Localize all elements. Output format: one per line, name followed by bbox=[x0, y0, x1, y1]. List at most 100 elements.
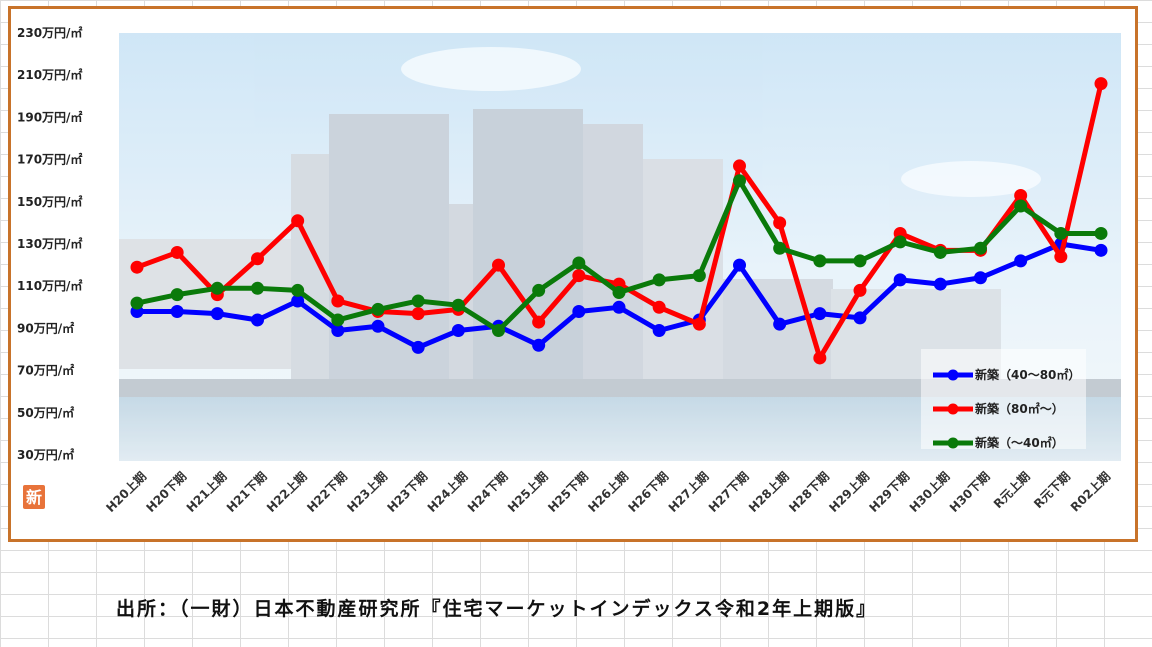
data-point bbox=[291, 283, 305, 297]
data-point bbox=[652, 300, 666, 314]
x-tick-label: H24下期 bbox=[464, 469, 510, 515]
data-point bbox=[733, 174, 746, 188]
series-layer bbox=[130, 77, 1108, 365]
legend-marker bbox=[947, 403, 959, 415]
data-point bbox=[572, 305, 586, 319]
data-point bbox=[331, 324, 345, 338]
data-point bbox=[733, 159, 746, 173]
x-tick-label: H20下期 bbox=[143, 469, 189, 515]
data-point bbox=[371, 319, 385, 333]
legend-marker bbox=[947, 369, 959, 381]
data-point bbox=[170, 245, 184, 259]
x-tick-label: H27上期 bbox=[665, 469, 711, 515]
x-tick-label: H27下期 bbox=[705, 469, 751, 515]
x-tick-label: H23上期 bbox=[344, 469, 390, 515]
data-point bbox=[130, 296, 144, 310]
data-point bbox=[853, 254, 867, 268]
data-point bbox=[291, 214, 305, 228]
data-point bbox=[853, 311, 867, 325]
y-tick-label: 110万円/㎡ bbox=[17, 278, 82, 293]
data-point bbox=[572, 269, 586, 283]
legend-label: 新築（40～80㎡） bbox=[975, 367, 1080, 382]
data-point bbox=[773, 317, 787, 331]
data-point bbox=[652, 273, 666, 287]
x-tick-label: H30上期 bbox=[906, 469, 952, 515]
data-point bbox=[451, 324, 465, 338]
data-point bbox=[853, 283, 867, 297]
x-tick-label: H26上期 bbox=[585, 469, 631, 515]
data-point bbox=[331, 294, 345, 308]
x-tick-label: H29下期 bbox=[866, 469, 912, 515]
data-point bbox=[1094, 77, 1108, 91]
data-point bbox=[532, 283, 546, 297]
x-tick-label: H29上期 bbox=[826, 469, 872, 515]
x-tick-label: R02上期 bbox=[1067, 469, 1113, 515]
data-point bbox=[492, 258, 505, 272]
data-point bbox=[251, 281, 264, 295]
data-point bbox=[612, 286, 626, 300]
y-axis-ticks: 30万円/㎡ 50万円/㎡ 70万円/㎡ 90万円/㎡ 110万円/㎡ 130万円/㎡ 15… bbox=[17, 25, 82, 462]
y-tick-label: 130万円/㎡ bbox=[17, 236, 82, 251]
data-point bbox=[210, 307, 224, 321]
y-tick-label: 90万円/㎡ bbox=[17, 320, 74, 335]
data-point bbox=[1014, 199, 1028, 213]
x-tick-label: H28上期 bbox=[745, 469, 791, 515]
x-tick-label: H21下期 bbox=[223, 469, 269, 515]
data-point bbox=[170, 305, 184, 319]
data-point bbox=[411, 340, 425, 354]
y-tick-label: 70万円/㎡ bbox=[17, 363, 74, 378]
y-tick-label: 50万円/㎡ bbox=[17, 405, 74, 420]
data-point bbox=[733, 258, 746, 272]
data-point bbox=[652, 324, 666, 338]
data-point bbox=[331, 313, 345, 327]
city-background-illustration bbox=[119, 33, 1121, 461]
data-point bbox=[492, 324, 505, 338]
x-axis-ticks: H20上期H20下期H21上期H21下期H22上期H22下期H23上期H23下期… bbox=[103, 469, 1113, 515]
legend-label: 新築（～40㎡） bbox=[975, 435, 1064, 450]
x-tick-label: H21上期 bbox=[183, 469, 229, 515]
y-tick-label: 170万円/㎡ bbox=[17, 152, 82, 167]
data-point bbox=[1094, 243, 1108, 257]
x-tick-label: H24上期 bbox=[424, 469, 470, 515]
legend-marker bbox=[947, 437, 959, 449]
new-badge-icon: 新 bbox=[23, 485, 45, 509]
x-tick-label: R元上期 bbox=[990, 469, 1033, 512]
chart-frame: 30万円/㎡ 50万円/㎡ 70万円/㎡ 90万円/㎡ 110万円/㎡ 130万円/㎡ 15… bbox=[8, 6, 1138, 542]
data-point bbox=[1014, 188, 1028, 202]
data-point bbox=[974, 241, 987, 255]
data-point bbox=[411, 307, 425, 321]
data-point bbox=[933, 245, 947, 259]
data-point bbox=[773, 216, 787, 230]
data-point bbox=[532, 315, 546, 329]
data-point bbox=[692, 317, 706, 331]
y-tick-label: 150万円/㎡ bbox=[17, 194, 82, 209]
data-point bbox=[411, 294, 425, 308]
line-chart: 30万円/㎡ 50万円/㎡ 70万円/㎡ 90万円/㎡ 110万円/㎡ 130万円/㎡ 15… bbox=[17, 25, 1121, 515]
data-point bbox=[1054, 250, 1068, 264]
data-point bbox=[1094, 226, 1108, 240]
data-point bbox=[813, 254, 827, 268]
data-point bbox=[451, 298, 465, 312]
data-point bbox=[773, 241, 787, 255]
data-point bbox=[612, 300, 626, 314]
data-point bbox=[1054, 226, 1068, 240]
data-point bbox=[291, 294, 305, 308]
badge-label: 新 bbox=[26, 488, 42, 507]
x-tick-label: H23下期 bbox=[384, 469, 430, 515]
data-point bbox=[933, 277, 947, 291]
data-point bbox=[572, 256, 586, 270]
data-point bbox=[893, 235, 907, 249]
x-tick-label: H20上期 bbox=[103, 469, 149, 515]
data-point bbox=[130, 260, 144, 274]
data-point bbox=[692, 269, 706, 283]
data-point bbox=[251, 252, 264, 266]
y-tick-label: 190万円/㎡ bbox=[17, 109, 82, 124]
y-tick-label: 210万円/㎡ bbox=[17, 67, 82, 82]
source-note: 出所：（一財）日本不動産研究所『住宅マーケットインデックス令和2年上期版』 bbox=[116, 598, 878, 620]
x-tick-label: H22下期 bbox=[303, 469, 349, 515]
x-tick-label: R元下期 bbox=[1030, 469, 1073, 512]
legend: 新築（40～80㎡） 新築（80㎡～） 新築（～40㎡） bbox=[921, 349, 1086, 450]
legend-label: 新築（80㎡～） bbox=[975, 401, 1064, 416]
data-point bbox=[813, 351, 827, 365]
data-point bbox=[210, 281, 224, 295]
